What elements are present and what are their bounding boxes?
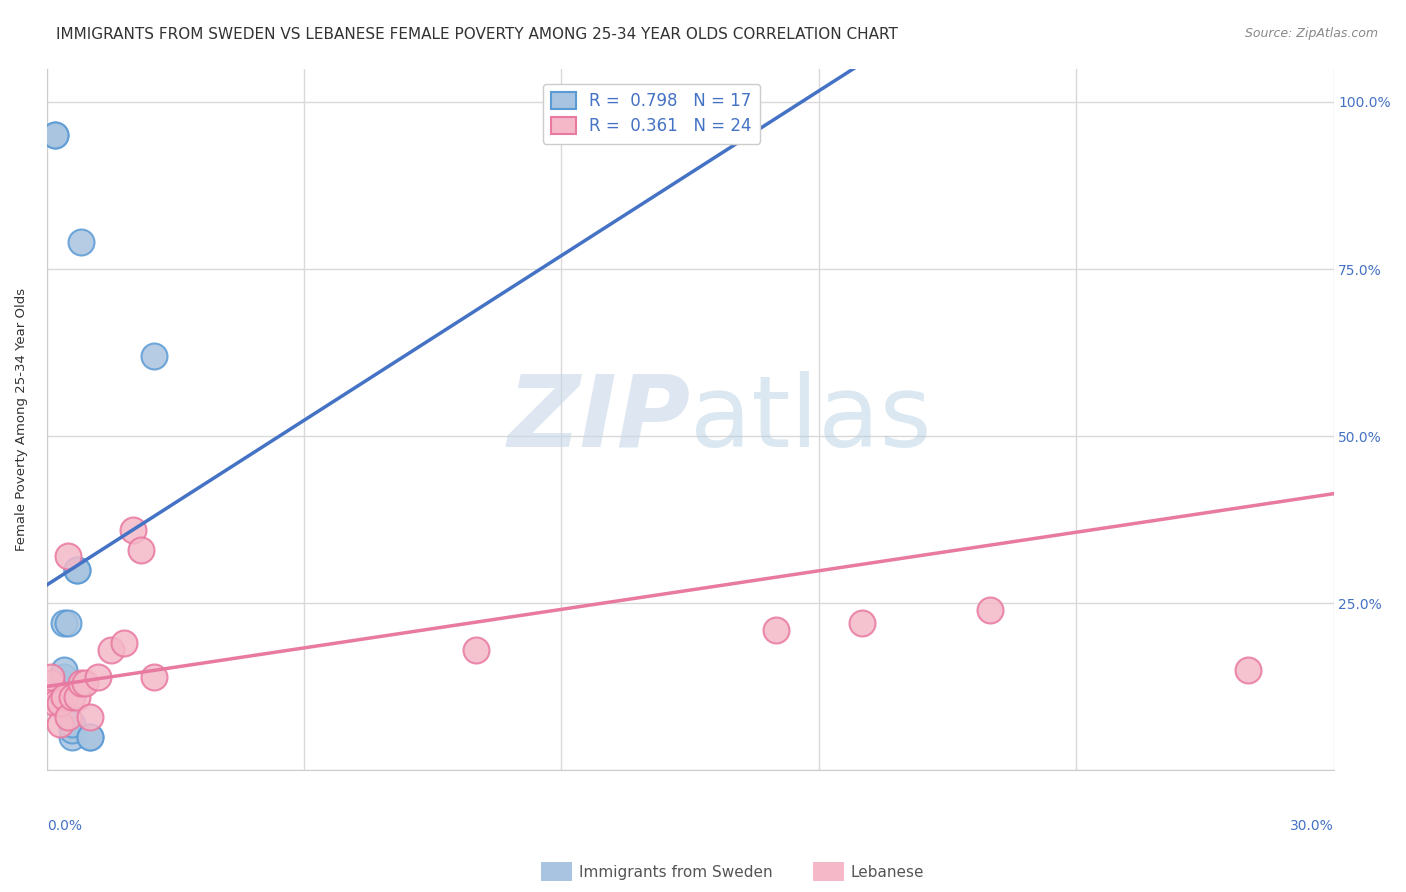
Legend: R =  0.798   N = 17, R =  0.361   N = 24: R = 0.798 N = 17, R = 0.361 N = 24	[543, 84, 761, 144]
Point	[44, 128, 66, 143]
Point	[87, 670, 110, 684]
Point	[66, 563, 89, 577]
Point	[52, 663, 75, 677]
Point	[121, 523, 143, 537]
Point	[129, 542, 152, 557]
Point	[70, 235, 93, 250]
Point	[79, 730, 101, 744]
Point	[851, 616, 873, 631]
Point	[52, 690, 75, 704]
Text: Lebanese: Lebanese	[851, 865, 924, 880]
Text: atlas: atlas	[690, 371, 932, 468]
Text: Source: ZipAtlas.com: Source: ZipAtlas.com	[1244, 27, 1378, 40]
Point	[143, 670, 166, 684]
Point	[52, 670, 75, 684]
Text: 0.0%: 0.0%	[46, 820, 82, 833]
Point	[75, 676, 97, 690]
Point	[1236, 663, 1258, 677]
Y-axis label: Female Poverty Among 25-34 Year Olds: Female Poverty Among 25-34 Year Olds	[15, 288, 28, 551]
Point	[39, 683, 62, 698]
Point	[58, 616, 80, 631]
Point	[66, 690, 89, 704]
Point	[44, 697, 66, 711]
Point	[143, 349, 166, 363]
Point	[52, 676, 75, 690]
Point	[39, 676, 62, 690]
Point	[39, 670, 62, 684]
Point	[765, 623, 787, 637]
Text: Immigrants from Sweden: Immigrants from Sweden	[579, 865, 773, 880]
Point	[52, 616, 75, 631]
Text: IMMIGRANTS FROM SWEDEN VS LEBANESE FEMALE POVERTY AMONG 25-34 YEAR OLDS CORRELAT: IMMIGRANTS FROM SWEDEN VS LEBANESE FEMAL…	[56, 27, 898, 42]
Point	[48, 697, 70, 711]
Point	[464, 643, 486, 657]
Point	[79, 710, 101, 724]
Point	[58, 549, 80, 564]
Point	[58, 710, 80, 724]
Point	[66, 563, 89, 577]
Point	[79, 730, 101, 744]
Point	[112, 636, 135, 650]
Point	[48, 716, 70, 731]
FancyBboxPatch shape	[531, 855, 582, 888]
Text: ZIP: ZIP	[508, 371, 690, 468]
Point	[62, 690, 84, 704]
Point	[44, 128, 66, 143]
Point	[70, 676, 93, 690]
Point	[100, 643, 122, 657]
Point	[62, 716, 84, 731]
Point	[62, 730, 84, 744]
Point	[979, 603, 1001, 617]
Point	[62, 723, 84, 738]
FancyBboxPatch shape	[803, 855, 853, 888]
Text: 30.0%: 30.0%	[1289, 820, 1333, 833]
